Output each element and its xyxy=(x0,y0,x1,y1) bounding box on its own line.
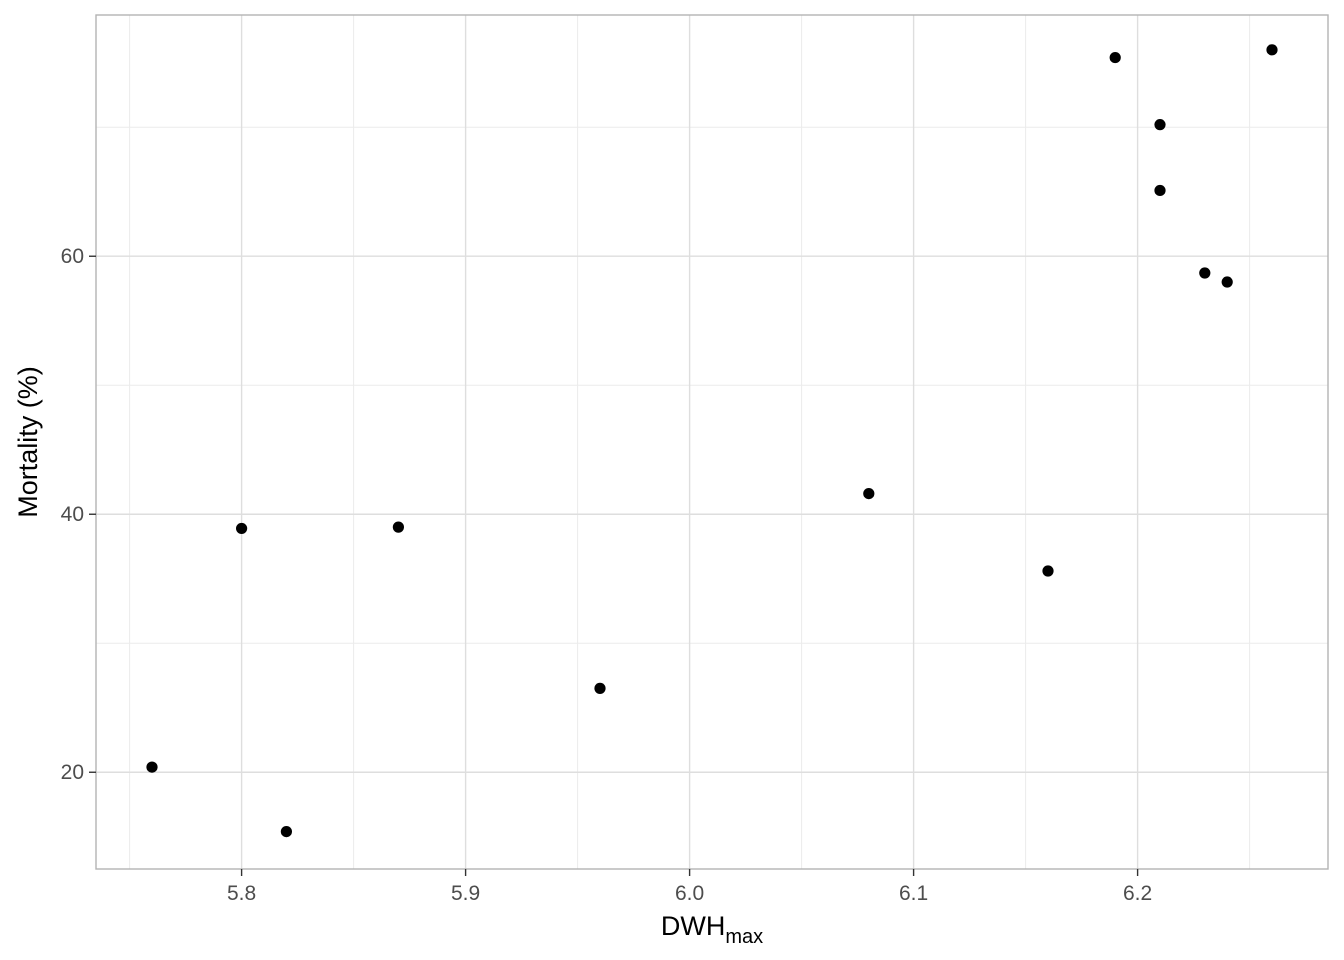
x-axis-title-main: DWH xyxy=(661,911,725,941)
x-tick-label: 6.1 xyxy=(899,882,928,905)
x-tick-label: 6.2 xyxy=(1123,882,1152,905)
data-point xyxy=(1154,119,1166,131)
data-point xyxy=(236,522,248,535)
data-point xyxy=(1199,267,1211,279)
data-point xyxy=(1042,565,1054,577)
data-point xyxy=(1109,51,1121,64)
data-point xyxy=(146,761,158,773)
y-tick-label: 60 xyxy=(61,245,84,268)
plot-panel-border xyxy=(95,14,1329,870)
data-point xyxy=(1266,44,1278,56)
data-point xyxy=(392,521,404,533)
minor-gridlines xyxy=(96,15,1328,869)
y-tick-label: 20 xyxy=(61,761,84,784)
x-tick-label: 5.8 xyxy=(227,882,256,905)
y-tick-label: 40 xyxy=(61,503,84,526)
x-tick-label: 5.9 xyxy=(451,882,480,905)
data-point xyxy=(280,825,292,838)
data-point xyxy=(1154,184,1166,197)
x-tick-label: 6.0 xyxy=(675,882,704,905)
axis-ticks xyxy=(89,255,1139,876)
x-axis-title-subscript: max xyxy=(725,926,763,948)
y-axis-title: Mortality (%) xyxy=(13,366,43,518)
data-point xyxy=(1221,276,1233,288)
major-gridlines xyxy=(96,15,1328,869)
data-point xyxy=(863,488,875,500)
data-points xyxy=(146,44,1278,838)
data-point xyxy=(594,682,606,694)
x-axis-title: DWHmax xyxy=(661,911,763,948)
